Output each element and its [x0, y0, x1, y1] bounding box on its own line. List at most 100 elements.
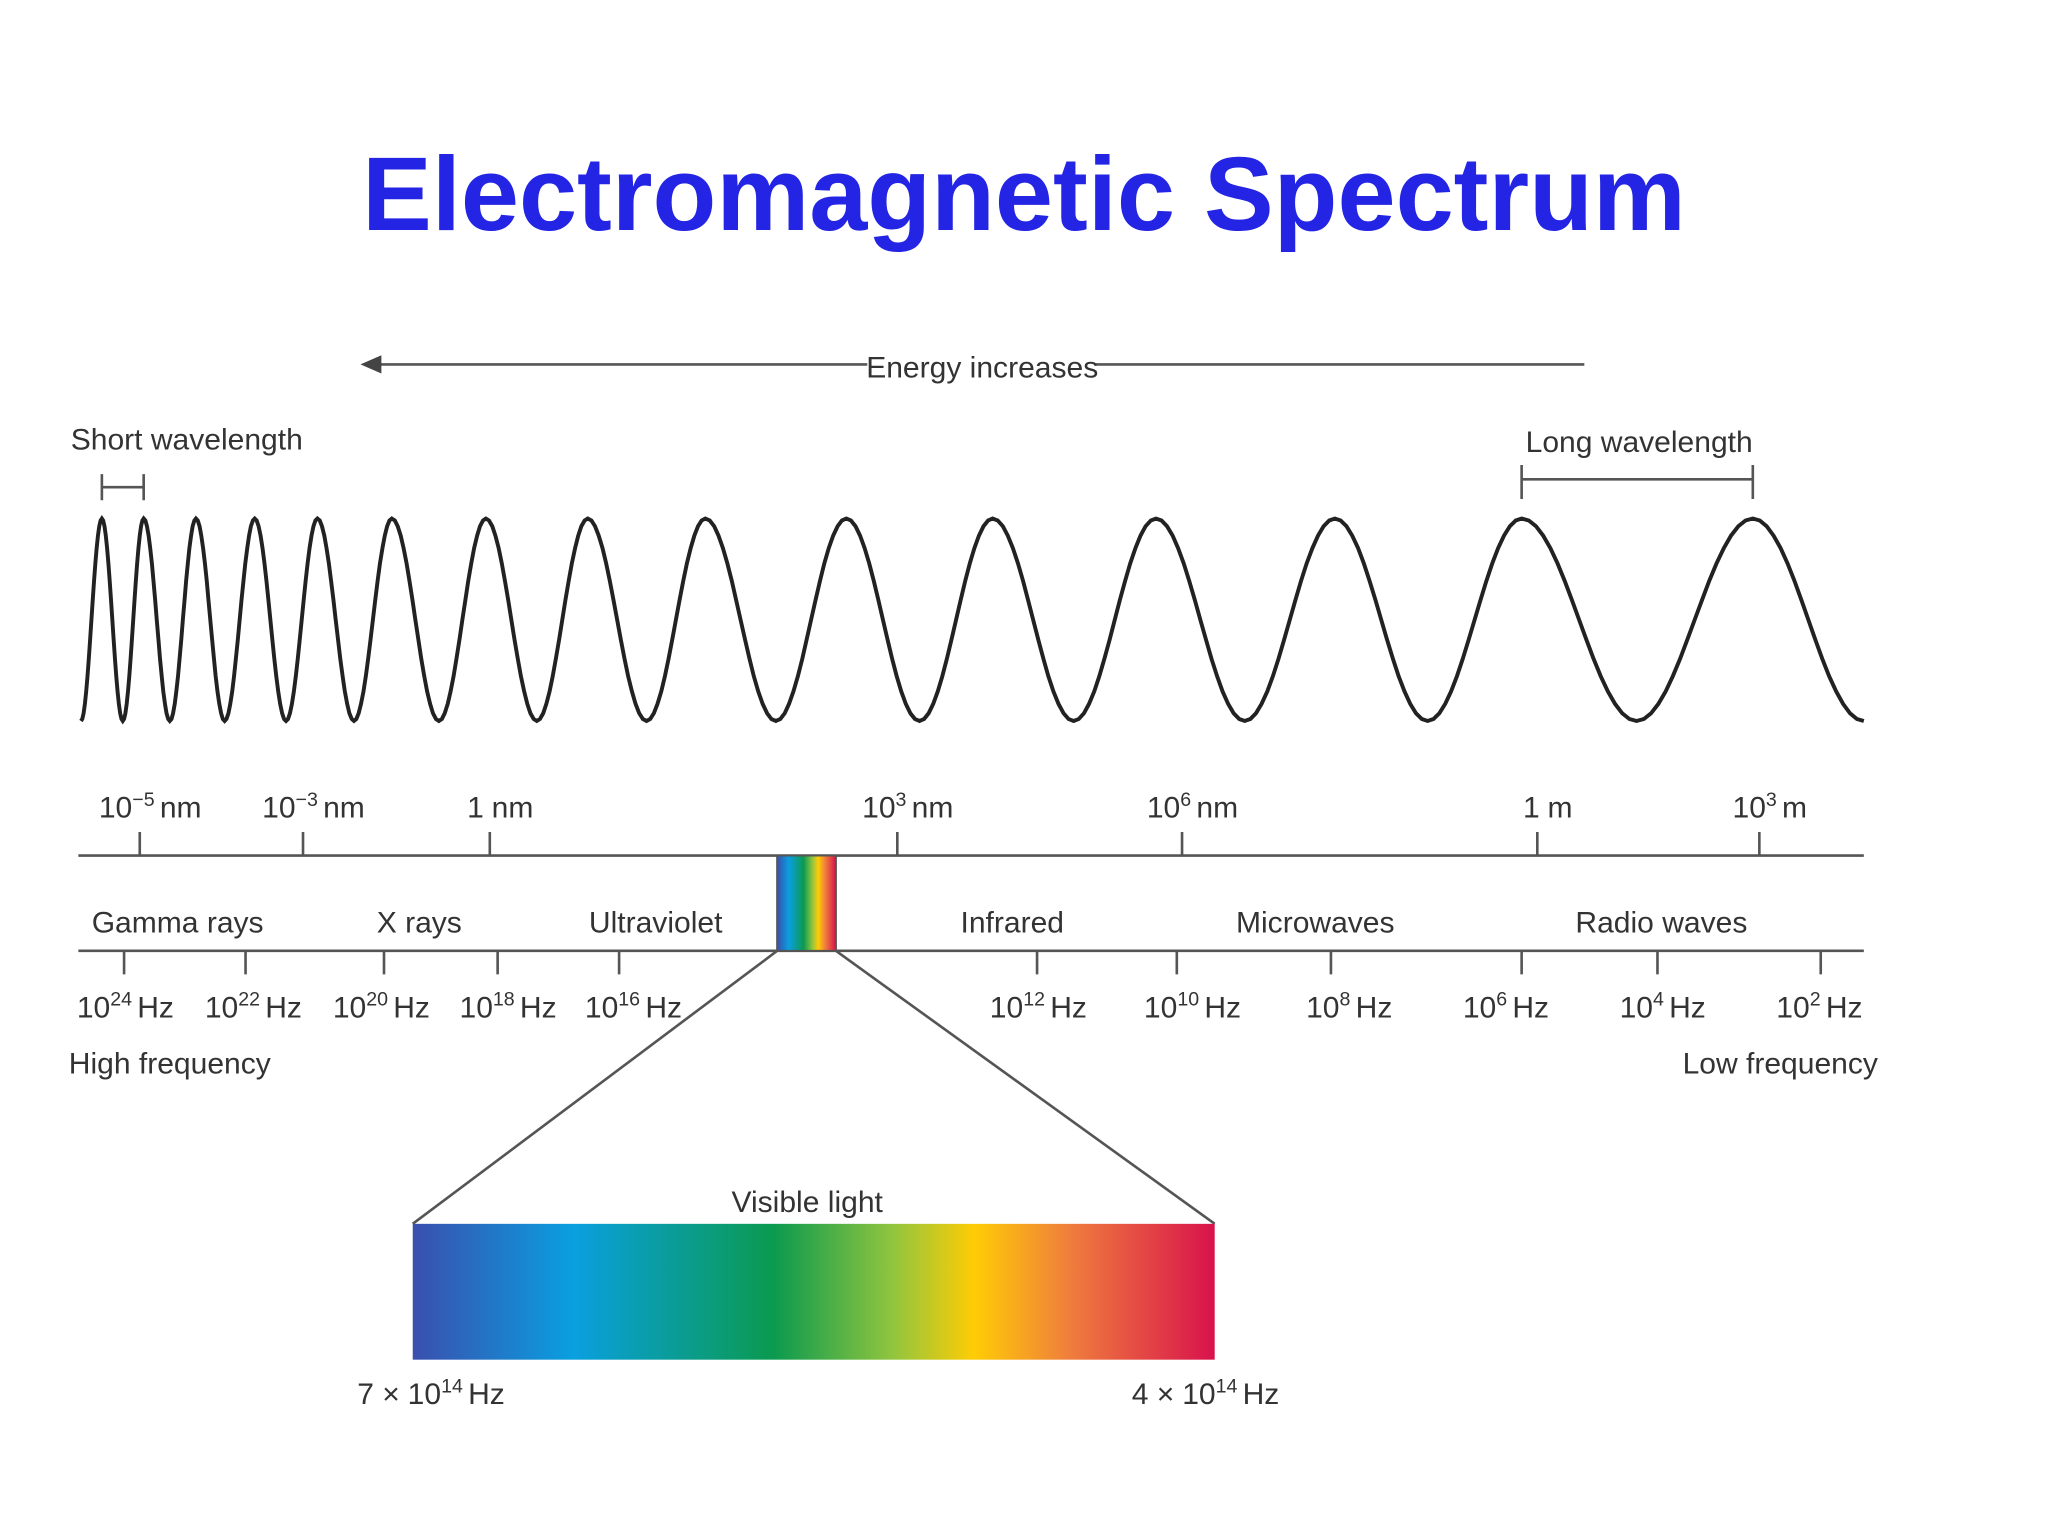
- label: 106 nm: [1147, 789, 1238, 825]
- exponent: −3: [296, 789, 318, 811]
- exponent: 6: [1496, 989, 1507, 1011]
- exponent: 12: [1023, 989, 1045, 1011]
- unit: Hz: [1050, 991, 1087, 1024]
- unit: Hz: [393, 991, 430, 1024]
- base: 10: [1463, 991, 1496, 1024]
- unit: Hz: [265, 991, 302, 1024]
- exponent: 6: [1180, 789, 1191, 811]
- label: 4 × 1014 Hz: [1132, 1375, 1280, 1411]
- long-bracket: [1520, 464, 1755, 499]
- base: 10: [1733, 792, 1766, 825]
- band-label: Radio waves: [1575, 907, 1747, 940]
- zoom-line: [411, 949, 778, 1225]
- exponent: 24: [110, 989, 132, 1011]
- unit: Hz: [520, 991, 557, 1024]
- wave: [79, 514, 1865, 725]
- label: 102 Hz: [1776, 989, 1862, 1025]
- label: 1020 Hz: [333, 989, 430, 1025]
- unit: nm: [323, 792, 365, 825]
- base: 10: [990, 991, 1023, 1024]
- exponent: 4: [1653, 989, 1664, 1011]
- mantissa: 7 ×: [357, 1378, 400, 1411]
- exponent: 3: [1766, 789, 1777, 811]
- exponent: 10: [1177, 989, 1199, 1011]
- energy-label: Energy increases: [866, 351, 1098, 384]
- label: 1016 Hz: [585, 989, 682, 1025]
- label: 1010 Hz: [1144, 989, 1241, 1025]
- base: 10: [1306, 991, 1339, 1024]
- visible-band: [776, 854, 837, 952]
- unit: Hz: [645, 991, 682, 1024]
- exponent: 20: [366, 989, 388, 1011]
- base: 10: [205, 991, 238, 1024]
- label: 1012 Hz: [990, 989, 1087, 1025]
- label: 1024 Hz: [77, 989, 174, 1025]
- exponent: 16: [618, 989, 640, 1011]
- base: 10: [460, 991, 493, 1024]
- label: 1 nm: [467, 792, 533, 825]
- title: Electromagnetic Spectrum: [362, 136, 1686, 253]
- short-wavelength-label: Short wavelength: [71, 423, 303, 456]
- base: 10: [408, 1378, 441, 1411]
- band-label: Gamma rays: [92, 907, 264, 940]
- base: 10: [262, 792, 295, 825]
- label: 108 Hz: [1306, 989, 1392, 1025]
- label: 104 Hz: [1620, 989, 1706, 1025]
- label: 10−5 nm: [99, 789, 202, 825]
- exponent: 8: [1340, 989, 1351, 1011]
- label: 1018 Hz: [460, 989, 557, 1025]
- unit: Hz: [468, 1378, 505, 1411]
- base: 1: [467, 792, 484, 825]
- exponent: 22: [238, 989, 260, 1011]
- high-frequency-label: High frequency: [69, 1048, 271, 1081]
- unit: Hz: [137, 991, 174, 1024]
- band-label: Ultraviolet: [589, 907, 723, 940]
- base: 10: [1147, 792, 1180, 825]
- base: 10: [862, 792, 895, 825]
- arrow-head: [360, 355, 382, 374]
- base: 10: [77, 991, 110, 1024]
- base: 10: [1620, 991, 1653, 1024]
- label: 1022 Hz: [205, 989, 302, 1025]
- unit: nm: [1196, 792, 1238, 825]
- exponent: 14: [441, 1375, 463, 1397]
- exponent: 2: [1810, 989, 1821, 1011]
- unit: m: [1782, 792, 1807, 825]
- unit: nm: [912, 792, 954, 825]
- band-label: Infrared: [960, 907, 1064, 940]
- base: 10: [585, 991, 618, 1024]
- exponent: 18: [493, 989, 515, 1011]
- label: 106 Hz: [1463, 989, 1549, 1025]
- unit: nm: [160, 792, 202, 825]
- low-frequency-label: Low frequency: [1683, 1048, 1878, 1081]
- zoom-line: [835, 949, 1216, 1225]
- exponent: 3: [896, 789, 907, 811]
- unit: nm: [492, 792, 534, 825]
- base: 10: [1144, 991, 1177, 1024]
- label: 7 × 1014 Hz: [357, 1375, 505, 1411]
- unit: Hz: [1356, 991, 1393, 1024]
- exponent: 14: [1216, 1375, 1238, 1397]
- label: 10−3 nm: [262, 789, 365, 825]
- unit: Hz: [1826, 991, 1863, 1024]
- visible-light-label: Visible light: [732, 1186, 884, 1219]
- exponent: −5: [132, 789, 154, 811]
- label: 103 nm: [862, 789, 953, 825]
- unit: Hz: [1243, 1378, 1280, 1411]
- unit: Hz: [1204, 991, 1241, 1024]
- long-wavelength-label: Long wavelength: [1526, 426, 1753, 459]
- short-bracket: [100, 474, 145, 501]
- base: 10: [333, 991, 366, 1024]
- base: 10: [1776, 991, 1809, 1024]
- band-label: Microwaves: [1236, 907, 1395, 940]
- unit: Hz: [1669, 991, 1706, 1024]
- unit: Hz: [1512, 991, 1549, 1024]
- mantissa: 4 ×: [1132, 1378, 1175, 1411]
- label: 103 m: [1733, 789, 1808, 825]
- base: 10: [1182, 1378, 1215, 1411]
- unit: m: [1548, 792, 1573, 825]
- base: 1: [1523, 792, 1540, 825]
